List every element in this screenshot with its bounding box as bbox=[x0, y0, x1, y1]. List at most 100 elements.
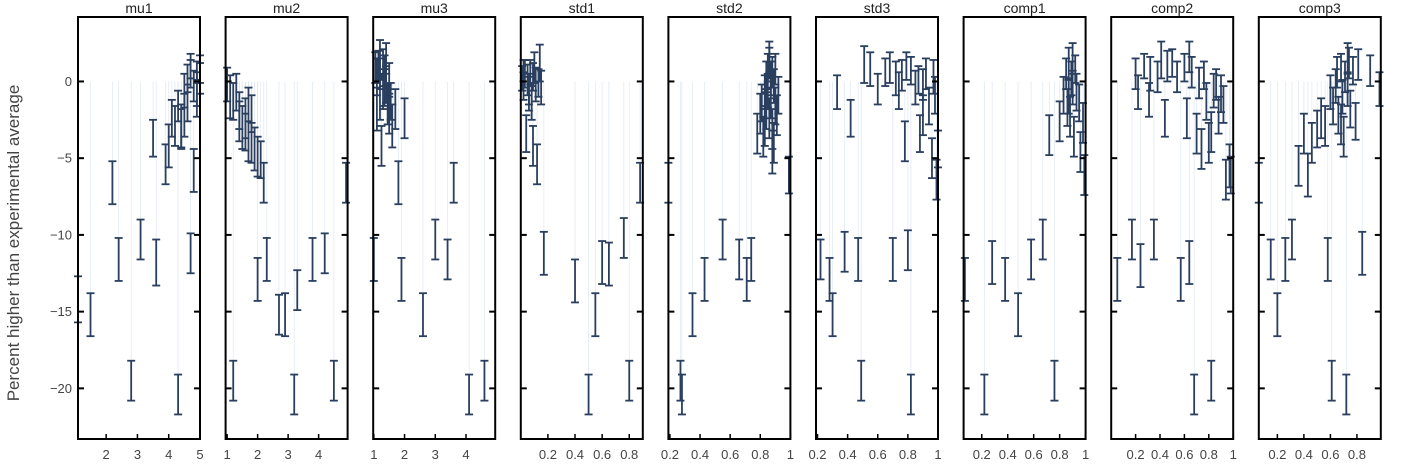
error-bar bbox=[229, 82, 238, 121]
x-tick-label: 0.2 bbox=[1127, 447, 1145, 462]
error-bar bbox=[828, 292, 837, 338]
error-bar bbox=[1197, 128, 1206, 170]
error-bar bbox=[897, 59, 906, 92]
x-tick-label: 0.8 bbox=[751, 447, 769, 462]
panel-frame bbox=[77, 16, 201, 440]
error-bar bbox=[906, 55, 915, 86]
error-bar bbox=[677, 373, 686, 416]
error-bar bbox=[1127, 218, 1136, 261]
error-bar bbox=[274, 293, 283, 336]
error-bar bbox=[860, 45, 869, 84]
error-bar bbox=[1313, 109, 1322, 149]
error-bar bbox=[1207, 359, 1216, 402]
error-bar bbox=[1176, 257, 1185, 302]
error-bar bbox=[625, 359, 634, 402]
error-bar bbox=[247, 121, 256, 164]
error-bar bbox=[1168, 48, 1177, 78]
error-bar bbox=[1163, 49, 1172, 83]
error-bar bbox=[840, 230, 849, 273]
error-bar bbox=[1375, 71, 1384, 107]
error-bar bbox=[189, 148, 198, 193]
error-bar bbox=[534, 68, 543, 98]
error-bar bbox=[149, 118, 158, 158]
error-bar bbox=[816, 238, 825, 281]
panel-std1: 0.2 0.4 0.6 0.8 std1 bbox=[518, 0, 645, 462]
error-bar bbox=[1145, 82, 1154, 118]
error-bar bbox=[619, 217, 628, 259]
panel-title: mu1 bbox=[125, 0, 152, 16]
error-bar bbox=[854, 237, 863, 282]
panel-frame bbox=[1110, 16, 1235, 440]
panel-title: comp3 bbox=[1299, 0, 1341, 16]
error-bar bbox=[1307, 121, 1316, 164]
panel-title: comp1 bbox=[1004, 0, 1046, 16]
error-bar bbox=[1038, 218, 1047, 261]
error-bar bbox=[400, 97, 409, 140]
error-bar bbox=[747, 237, 756, 282]
error-bar bbox=[535, 43, 544, 83]
panel-frame bbox=[224, 16, 349, 440]
error-bar bbox=[604, 241, 613, 287]
error-bar bbox=[1136, 243, 1145, 288]
error-bar bbox=[136, 218, 145, 261]
panel-mu2: 1 2 3 4 mu2 bbox=[223, 0, 351, 462]
panel-title: std2 bbox=[716, 0, 743, 16]
error-bar bbox=[772, 94, 781, 137]
error-bar bbox=[1014, 292, 1023, 338]
panel-mu3: 1 2 3 4 mu3 bbox=[369, 0, 497, 462]
error-bar bbox=[1323, 237, 1332, 282]
error-bar bbox=[742, 257, 751, 302]
error-bar bbox=[1337, 52, 1346, 83]
error-bar bbox=[308, 237, 317, 282]
panel-comp1: 0.2 0.4 0.6 0.8 1 comp1 bbox=[960, 0, 1089, 462]
error-bar bbox=[281, 292, 290, 338]
error-bar bbox=[114, 237, 123, 282]
error-bar bbox=[902, 51, 911, 81]
error-bar bbox=[688, 292, 697, 338]
x-tick-label: 1 bbox=[1230, 447, 1237, 462]
error-bar bbox=[1348, 55, 1357, 86]
error-bar bbox=[1157, 40, 1166, 80]
x-tick-label: 0.2 bbox=[808, 447, 826, 462]
error-bar bbox=[186, 52, 195, 80]
error-bar bbox=[1190, 373, 1199, 416]
x-tick-label: 0.4 bbox=[691, 447, 709, 462]
x-tick-label: 1 bbox=[934, 447, 941, 462]
error-bar bbox=[866, 51, 875, 87]
panel-frame bbox=[962, 16, 1087, 440]
y-tick-label: −10 bbox=[50, 227, 72, 242]
error-bar bbox=[1027, 238, 1036, 281]
error-bar bbox=[1358, 230, 1367, 276]
error-bar bbox=[1354, 48, 1363, 81]
error-bar bbox=[183, 83, 192, 123]
error-bar bbox=[1001, 257, 1010, 302]
x-tick-label: 0.6 bbox=[869, 447, 887, 462]
error-bar bbox=[177, 103, 186, 149]
error-bar bbox=[235, 100, 244, 143]
error-bar bbox=[765, 40, 774, 74]
error-bar bbox=[86, 292, 95, 338]
error-bar bbox=[1299, 112, 1308, 155]
error-bar bbox=[262, 237, 271, 282]
y-axis-label: Percent higher than experimental average bbox=[4, 85, 23, 402]
error-bar bbox=[320, 232, 329, 275]
error-bar bbox=[253, 257, 262, 302]
error-bar bbox=[431, 218, 440, 261]
error-bar bbox=[1146, 55, 1155, 92]
error-bar bbox=[533, 143, 542, 186]
panel-std3: 0.2 0.4 0.6 0.8 1 std3 bbox=[808, 0, 942, 462]
error-bar bbox=[718, 218, 727, 261]
error-bar bbox=[1327, 359, 1336, 402]
error-bar bbox=[443, 238, 452, 281]
error-bar bbox=[377, 125, 386, 167]
error-bar bbox=[1317, 97, 1326, 140]
panel-title: std1 bbox=[569, 0, 596, 16]
x-tick-label: 0.8 bbox=[1348, 447, 1366, 462]
x-tick-label: 3 bbox=[285, 447, 292, 462]
error-bar bbox=[342, 161, 351, 204]
x-tick-label: 0.4 bbox=[1151, 447, 1169, 462]
error-bar bbox=[1337, 103, 1346, 146]
error-bar bbox=[522, 114, 531, 153]
